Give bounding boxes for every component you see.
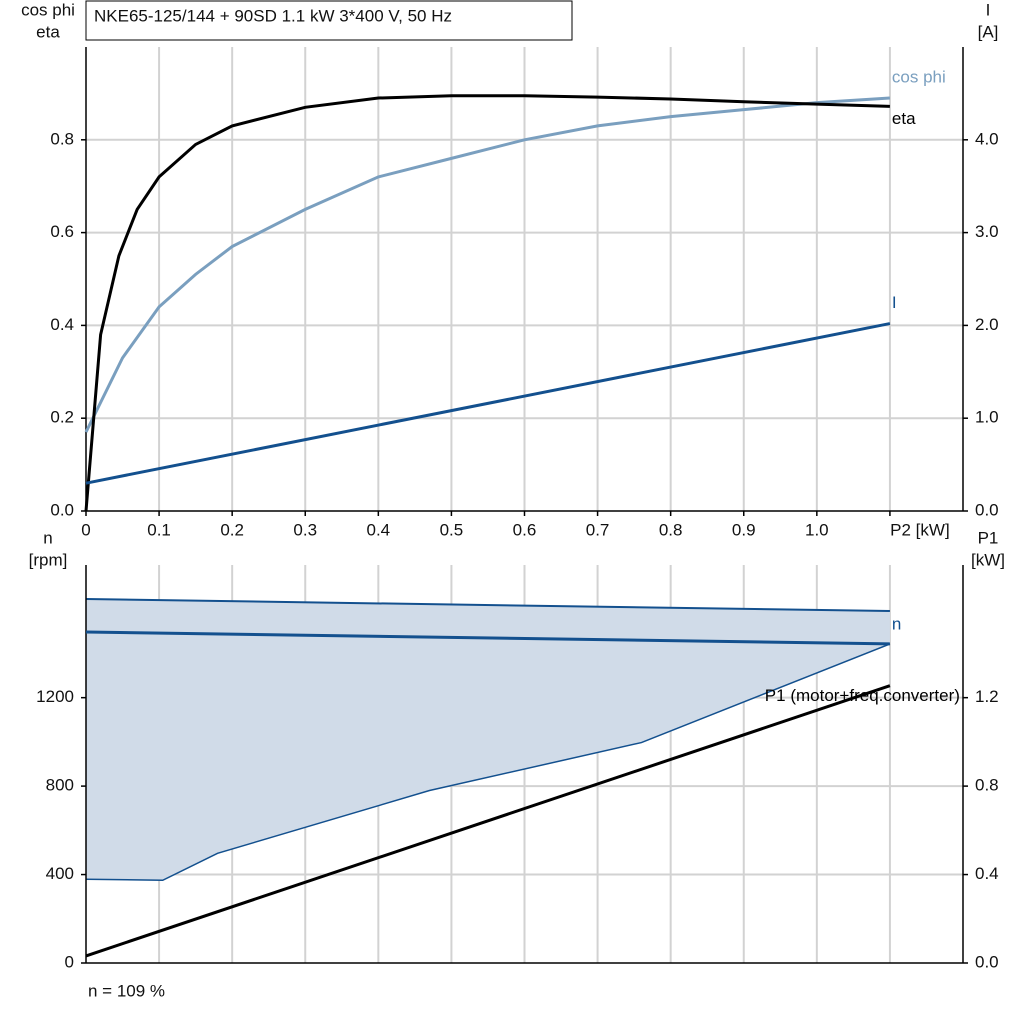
- y2-tick-label: 0.4: [975, 864, 999, 883]
- y-tick-label: 1200: [36, 687, 74, 706]
- title-box: [85, 0, 573, 41]
- y2-tick-label: 2.0: [975, 315, 999, 334]
- x-tick-label: 0.5: [440, 520, 464, 539]
- y2-tick-label: 4.0: [975, 129, 999, 148]
- y-axis-label: eta: [36, 22, 60, 41]
- series-line: [85, 322, 891, 485]
- x-tick-label: 0.4: [367, 520, 391, 539]
- y-axis-label: [rpm]: [29, 550, 68, 569]
- series-label: n: [892, 614, 901, 633]
- footnote: n = 109 %: [88, 981, 165, 1000]
- x-tick-label: P2 [kW]: [890, 520, 950, 539]
- range-lower: [85, 643, 891, 882]
- y2-tick-label: 1.0: [975, 408, 999, 427]
- y-tick-label: 0: [65, 952, 74, 971]
- series-label: eta: [892, 109, 916, 128]
- y-tick-label: 400: [46, 864, 74, 883]
- series-label: cos phi: [892, 68, 946, 87]
- y2-axis-label: P1: [978, 528, 999, 547]
- range-upper: [85, 598, 890, 612]
- series-label: P1 (motor+freq.converter): [765, 686, 960, 705]
- y-tick-label: 0.2: [50, 408, 74, 427]
- y2-tick-label: 0.8: [975, 776, 999, 795]
- y2-axis-label: [kW]: [971, 550, 1005, 569]
- x-tick-label: 1.0: [805, 520, 829, 539]
- x-tick-label: 0.2: [220, 520, 244, 539]
- x-tick-label: 0.1: [147, 520, 171, 539]
- y-tick-label: 800: [46, 776, 74, 795]
- series-line: [84, 94, 890, 512]
- chart-title: NKE65-125/144 + 90SD 1.1 kW 3*400 V, 50 …: [94, 6, 452, 25]
- y2-tick-label: 0.0: [975, 500, 999, 519]
- y2-axis-label: I: [986, 0, 991, 19]
- series-line: [85, 630, 890, 646]
- plot-layer: 0 0.1 0.2 0.3 0.4 0.5 0.6 0.7 0.8 0.9 1.0 P2 [kW] 0.…: [21, 0, 1005, 971]
- y2-tick-label: 3.0: [975, 222, 999, 241]
- y-tick-label: 0.8: [50, 129, 74, 148]
- y2-tick-label: 0.0: [975, 952, 999, 971]
- y-axis-label: n: [43, 528, 52, 547]
- y-tick-label: 0.4: [50, 315, 74, 334]
- series-line: [85, 684, 891, 958]
- x-tick-label: 0.6: [513, 520, 537, 539]
- y2-tick-label: 1.2: [975, 687, 999, 706]
- y2-axis-label: [A]: [978, 22, 999, 41]
- y-tick-label: 0.0: [50, 500, 74, 519]
- x-tick-label: 0.8: [659, 520, 683, 539]
- y-tick-label: 0.6: [50, 222, 74, 241]
- series-line: [84, 96, 891, 433]
- y-axis-label: cos phi: [21, 0, 75, 19]
- x-tick-label: 0.9: [732, 520, 756, 539]
- operating-range: [86, 599, 890, 881]
- x-tick-label: 0.3: [293, 520, 317, 539]
- x-tick-label: 0: [81, 520, 90, 539]
- x-tick-label: 0.7: [586, 520, 610, 539]
- series-label: I: [892, 293, 897, 312]
